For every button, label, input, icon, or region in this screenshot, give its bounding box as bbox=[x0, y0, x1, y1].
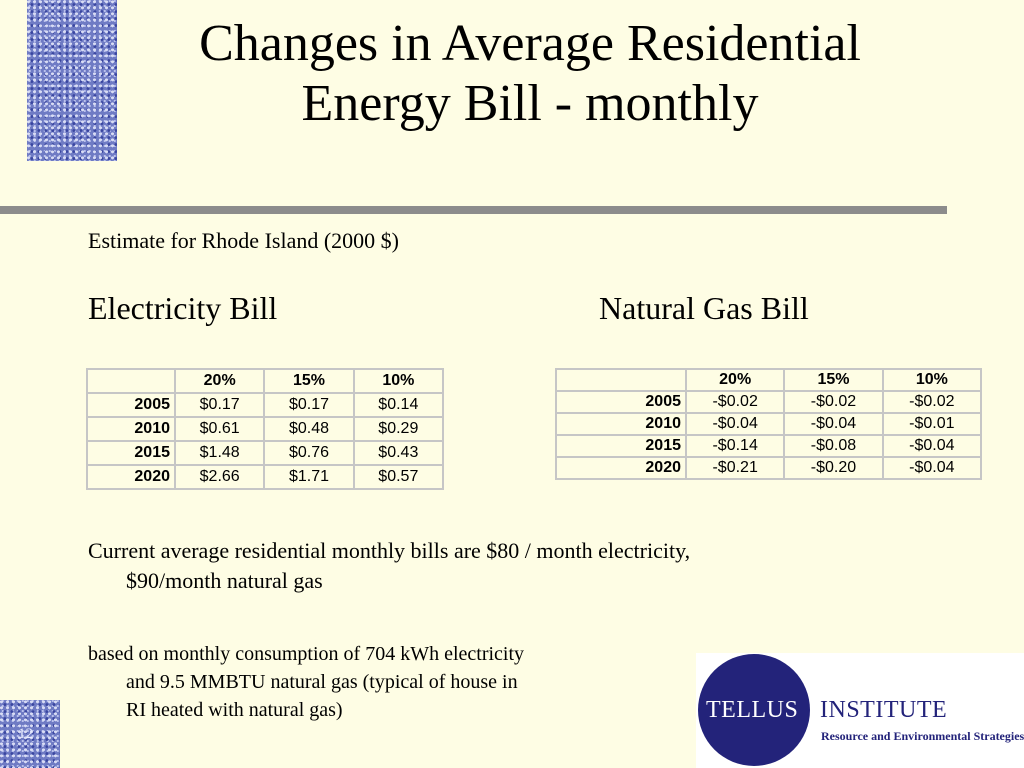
table-row: 2005 $0.17 $0.17 $0.14 bbox=[86, 392, 445, 418]
table-cell: -$0.21 bbox=[684, 456, 786, 480]
column-header: 15% bbox=[263, 368, 355, 394]
decorative-pattern-bottom bbox=[0, 700, 60, 768]
title-divider bbox=[0, 206, 947, 214]
table-row: 2005 -$0.02 -$0.02 -$0.02 bbox=[555, 390, 983, 414]
slide-number: 12 bbox=[18, 726, 33, 742]
table-cell: $0.48 bbox=[263, 416, 355, 442]
table-cell: $2.66 bbox=[173, 464, 266, 490]
subtitle: Estimate for Rhode Island (2000 $) bbox=[88, 228, 399, 253]
table-cell: $0.29 bbox=[352, 416, 445, 442]
table-cell: -$0.02 bbox=[783, 390, 884, 414]
table-row: 2015 -$0.14 -$0.08 -$0.04 bbox=[555, 434, 983, 458]
table-cell: $0.57 bbox=[352, 464, 445, 490]
table-row: 2020 $2.66 $1.71 $0.57 bbox=[86, 464, 445, 490]
column-header: 20% bbox=[684, 368, 786, 392]
consumption-line-2: and 9.5 MMBTU natural gas (typical of ho… bbox=[126, 671, 518, 693]
table-cell: -$0.14 bbox=[684, 434, 786, 458]
column-header bbox=[86, 368, 176, 394]
column-header: 10% bbox=[352, 368, 445, 394]
table-cell: $0.61 bbox=[173, 416, 266, 442]
row-year: 2005 bbox=[86, 392, 176, 418]
logo-name-right: INSTITUTE bbox=[820, 697, 948, 723]
table-cell: $0.17 bbox=[263, 392, 355, 418]
title-line-1: Changes in Average Residential bbox=[199, 15, 861, 72]
table-cell: -$0.04 bbox=[881, 434, 983, 458]
table-row: 2015 $1.48 $0.76 $0.43 bbox=[86, 440, 445, 466]
logo-circle bbox=[698, 654, 810, 766]
row-year: 2015 bbox=[555, 434, 687, 458]
slide-title: Changes in Average Residential Energy Bi… bbox=[110, 14, 950, 134]
table-cell: -$0.08 bbox=[783, 434, 884, 458]
row-year: 2015 bbox=[86, 440, 176, 466]
gas-table: 20% 15% 10% 2005 -$0.02 -$0.02 -$0.02 20… bbox=[555, 368, 983, 480]
table-cell: -$0.01 bbox=[881, 412, 983, 436]
table-row: 2010 $0.61 $0.48 $0.29 bbox=[86, 416, 445, 442]
consumption-line-1: based on monthly consumption of 704 kWh … bbox=[88, 643, 525, 665]
row-year: 2010 bbox=[86, 416, 176, 442]
tellus-institute-logo: TELLUS INSTITUTE Resource and Environmen… bbox=[696, 653, 1024, 768]
table-cell: -$0.02 bbox=[881, 390, 983, 414]
row-year: 2020 bbox=[555, 456, 687, 480]
table-cell: $1.71 bbox=[263, 464, 355, 490]
column-header: 10% bbox=[881, 368, 983, 392]
table-cell: $0.76 bbox=[263, 440, 355, 466]
column-header bbox=[555, 368, 687, 392]
electricity-table: 20% 15% 10% 2005 $0.17 $0.17 $0.14 2010 … bbox=[86, 368, 445, 490]
row-year: 2020 bbox=[86, 464, 176, 490]
current-bills-line-2: $90/month natural gas bbox=[126, 568, 323, 593]
logo-name-left: TELLUS bbox=[706, 697, 799, 723]
current-bills-line-1: Current average residential monthly bill… bbox=[88, 538, 691, 563]
row-year: 2010 bbox=[555, 412, 687, 436]
table-header-row: 20% 15% 10% bbox=[86, 368, 445, 394]
table-cell: -$0.04 bbox=[684, 412, 786, 436]
table-header-row: 20% 15% 10% bbox=[555, 368, 983, 392]
gas-heading: Natural Gas Bill bbox=[599, 290, 809, 326]
table-cell: $1.48 bbox=[173, 440, 266, 466]
electricity-heading: Electricity Bill bbox=[88, 290, 278, 326]
row-year: 2005 bbox=[555, 390, 687, 414]
logo-tagline: Resource and Environmental Strategies bbox=[821, 729, 1024, 743]
column-header: 20% bbox=[173, 368, 266, 394]
decorative-pattern-top bbox=[27, 0, 117, 161]
table-cell: $0.43 bbox=[352, 440, 445, 466]
table-cell: $0.14 bbox=[352, 392, 445, 418]
consumption-note: based on monthly consumption of 704 kWh … bbox=[88, 640, 688, 724]
column-header: 15% bbox=[783, 368, 884, 392]
consumption-line-3: RI heated with natural gas) bbox=[126, 699, 343, 721]
table-cell: $0.17 bbox=[173, 392, 266, 418]
table-cell: -$0.04 bbox=[881, 456, 983, 480]
table-cell: -$0.04 bbox=[783, 412, 884, 436]
table-row: 2020 -$0.21 -$0.20 -$0.04 bbox=[555, 456, 983, 480]
table-cell: -$0.20 bbox=[783, 456, 884, 480]
table-row: 2010 -$0.04 -$0.04 -$0.01 bbox=[555, 412, 983, 436]
current-bills-note: Current average residential monthly bill… bbox=[88, 536, 908, 596]
title-line-2: Energy Bill - monthly bbox=[301, 75, 759, 132]
table-cell: -$0.02 bbox=[684, 390, 786, 414]
